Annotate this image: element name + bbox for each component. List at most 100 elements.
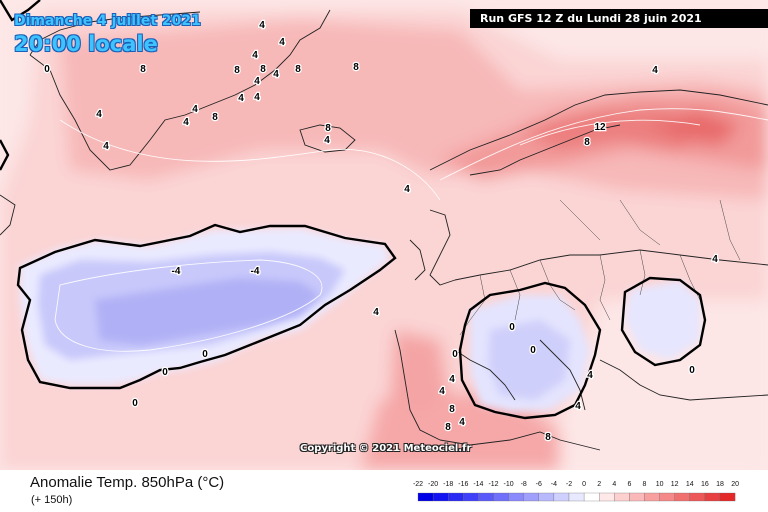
legend-swatch xyxy=(553,492,570,502)
legend-tick-label: -2 xyxy=(565,481,573,488)
forecast-time: 20:00 locale xyxy=(14,32,158,56)
isoline-label: 4 xyxy=(449,374,455,385)
isoline-label: 4 xyxy=(259,20,265,31)
isoline-label: 12 xyxy=(594,122,606,133)
isoline-label: 4 xyxy=(279,37,285,48)
legend-tick-label: 10 xyxy=(655,481,664,488)
legend-tick-label: -20 xyxy=(428,481,439,488)
legend-tick-label: 12 xyxy=(670,481,679,488)
legend-swatch xyxy=(508,492,524,502)
isoline-label: 4 xyxy=(324,135,330,146)
isoline-label: 4 xyxy=(712,254,718,265)
isoline-label: 4 xyxy=(192,104,198,115)
legend-tick-label: -6 xyxy=(535,481,542,488)
isoline-label: 0 xyxy=(202,349,208,360)
isoline-label: 0 xyxy=(44,64,50,75)
forecast-date: Dimanche 4 juillet 2021 xyxy=(14,13,201,29)
isoline-label: 0 xyxy=(452,349,458,360)
legend-tick-label: 6 xyxy=(627,481,632,488)
legend-swatch xyxy=(704,492,721,502)
legend-tick-label: -18 xyxy=(443,481,454,488)
legend-tick-label: -10 xyxy=(503,481,514,488)
legend-swatch xyxy=(614,492,630,502)
isoline-label: 4 xyxy=(373,307,379,318)
isoline-label: 4 xyxy=(575,401,581,412)
legend-tick-label: 16 xyxy=(700,481,709,488)
isoline-label: 8 xyxy=(445,422,451,433)
isoline-label: 4 xyxy=(252,50,258,61)
legend-tick-label: 4 xyxy=(612,481,617,488)
isoline-label: 8 xyxy=(353,62,359,73)
legend-tick-label: -22 xyxy=(412,481,424,488)
legend-swatch xyxy=(432,492,449,502)
isoline-label: 4 xyxy=(587,370,593,381)
isoline-label: 0 xyxy=(132,398,138,409)
legend-tick-label: 2 xyxy=(597,481,602,488)
legend-swatch xyxy=(478,492,494,502)
isoline-label: 4 xyxy=(238,93,244,104)
isolines xyxy=(54,108,768,352)
isoline-label: 4 xyxy=(652,65,658,76)
legend-swatch xyxy=(538,492,555,502)
isoline-label: 4 xyxy=(273,69,279,80)
legend-swatch xyxy=(463,492,479,502)
lead-time: (+ 150h) xyxy=(31,494,73,506)
isoline-label: 0 xyxy=(509,322,515,333)
legend-swatch xyxy=(599,492,615,502)
legend-swatch xyxy=(644,492,660,502)
legend-tick-label: -14 xyxy=(473,481,484,488)
isoline-label: 4 xyxy=(459,417,465,428)
legend-tick-label: 14 xyxy=(685,481,694,488)
legend-swatch xyxy=(659,492,675,502)
zero-isoline xyxy=(0,0,707,420)
isoline-label: 8 xyxy=(584,137,590,148)
legend-tick-label: -16 xyxy=(458,481,469,488)
anomaly-map: 4 4 4 8 8 8 8 8 4 4 4 4 4 4 8 4 4 0 4 8 4 12 8 4 -4 -4 0 0 0 4 4 0 0 4 4 8 8… xyxy=(0,0,768,470)
copyright-notice: Copyright © 2021 Meteociel.fr xyxy=(300,443,472,454)
legend-swatch xyxy=(493,492,509,502)
isoline-label: 8 xyxy=(140,64,146,75)
legend-tick-label: 0 xyxy=(582,481,587,488)
isoline-label: 0 xyxy=(689,365,695,376)
cold-anomaly-zone xyxy=(20,228,700,412)
legend-swatch xyxy=(448,492,464,502)
isoline-label: -4 xyxy=(172,266,181,277)
legend-tick-label: -4 xyxy=(550,481,558,488)
footer-bar xyxy=(0,470,768,512)
legend-tick-label: -12 xyxy=(488,481,499,488)
isoline-label: 4 xyxy=(254,92,260,103)
isoline-label: 4 xyxy=(183,117,189,128)
isoline-label: 4 xyxy=(96,109,102,120)
parameter-title: Anomalie Temp. 850hPa (°C) xyxy=(30,474,225,491)
legend-swatch xyxy=(417,492,434,502)
isoline-label: 4 xyxy=(404,184,410,195)
isoline-label: 8 xyxy=(545,432,551,443)
color-scale-legend xyxy=(417,492,736,502)
isoline-label: 8 xyxy=(325,123,331,134)
legend-swatch xyxy=(719,492,736,502)
legend-swatch xyxy=(583,492,600,502)
isoline-label: 0 xyxy=(162,367,168,378)
legend-tick-label: 20 xyxy=(731,481,739,488)
isoline-label: 8 xyxy=(260,64,266,75)
isoline-label: 8 xyxy=(234,65,240,76)
legend-tick-label: 8 xyxy=(642,481,647,488)
isoline-label: 8 xyxy=(449,404,455,415)
isoline-label: 4 xyxy=(103,141,109,152)
isoline-label: 8 xyxy=(295,64,301,75)
legend-tick-label: -8 xyxy=(520,481,527,488)
isoline-label: 4 xyxy=(254,76,260,87)
run-info: Run GFS 12 Z du Lundi 28 juin 2021 xyxy=(470,9,768,28)
isoline-label: 0 xyxy=(530,345,536,356)
legend-tick-label: 18 xyxy=(716,481,724,488)
legend-swatch xyxy=(523,492,539,502)
legend-swatch xyxy=(568,492,585,502)
legend-swatch xyxy=(629,492,645,502)
legend-swatch xyxy=(674,492,690,502)
isoline-label: 8 xyxy=(212,112,218,123)
legend-swatch xyxy=(689,492,706,502)
isoline-label: -4 xyxy=(251,266,260,277)
coastlines xyxy=(0,9,768,451)
